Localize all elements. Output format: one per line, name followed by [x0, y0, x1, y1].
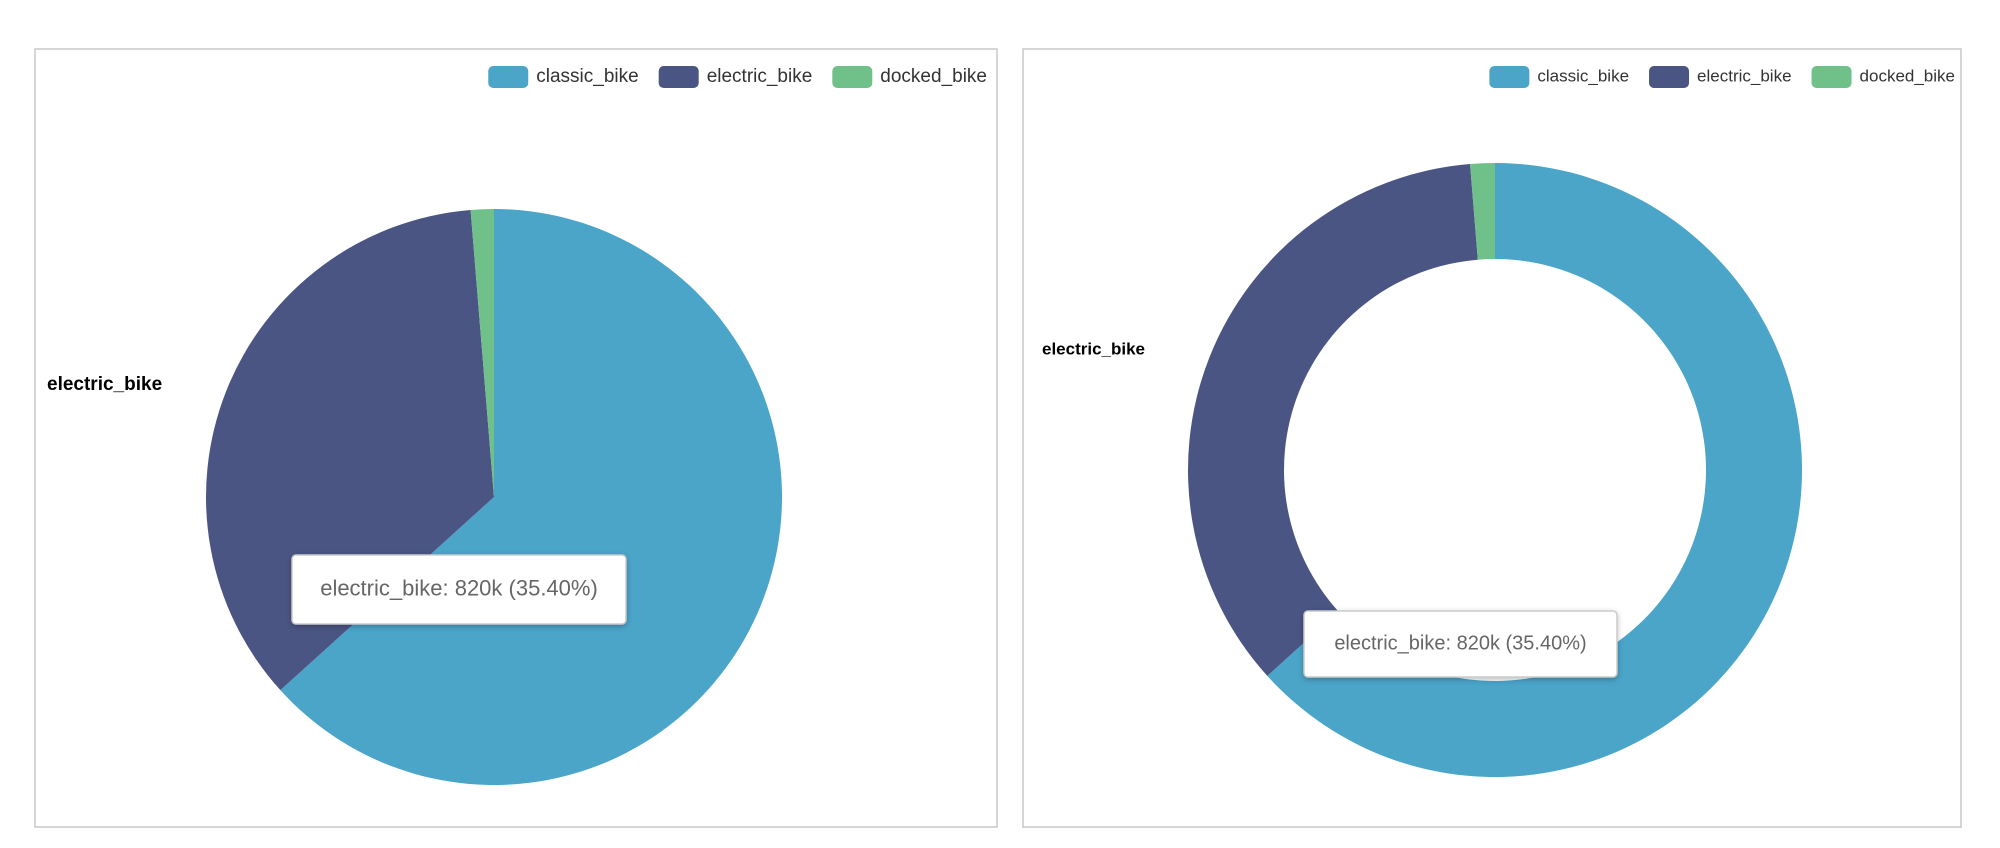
legend-swatch — [1811, 66, 1852, 88]
tooltip-text: electric_bike: 820k (35.40%) — [320, 575, 598, 600]
legend-label: docked_bike — [1860, 66, 1955, 85]
legend-label: classic_bike — [1537, 66, 1629, 85]
slice — [1188, 164, 1478, 676]
series-label: electric_bike — [47, 374, 162, 395]
legend-swatch — [488, 66, 529, 88]
tooltip-text: electric_bike: 820k (35.40%) — [1334, 632, 1586, 654]
legend-label: docked_bike — [880, 66, 987, 87]
slice — [1267, 163, 1802, 777]
legend-swatch — [1489, 66, 1530, 88]
legend-swatch — [658, 66, 699, 88]
tooltip-box — [1303, 610, 1618, 678]
slice — [470, 209, 494, 497]
slice — [206, 209, 494, 691]
legend-swatch — [832, 66, 873, 88]
legend-label: electric_bike — [1697, 66, 1792, 85]
slice — [280, 209, 783, 785]
slice — [1470, 163, 1495, 260]
legend-label: classic_bike — [536, 66, 638, 87]
series-label: electric_bike — [1042, 339, 1145, 358]
legend-label: electric_bike — [707, 66, 813, 87]
tooltip-box — [291, 554, 627, 625]
legend-swatch — [1649, 66, 1690, 88]
